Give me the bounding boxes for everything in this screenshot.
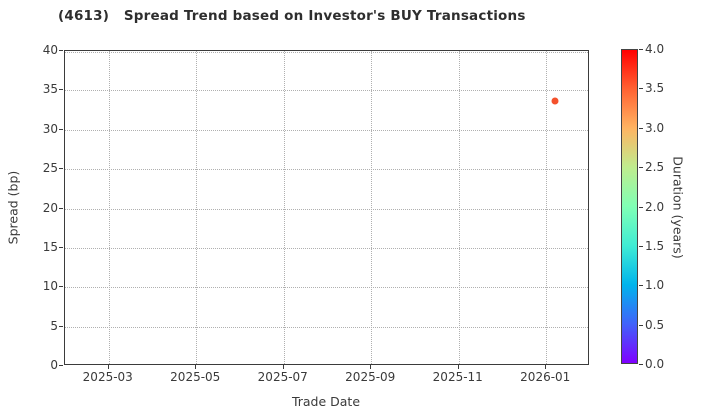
y-tick-label: 20 [42,200,58,215]
x-tick-mark [195,365,197,369]
y-gridline [65,129,588,131]
y-tick-mark [59,286,63,288]
y-tick-mark [59,89,63,91]
y-tick-label: 35 [42,82,58,97]
colorbar-tick-mark [639,88,643,90]
data-point [551,97,559,105]
x-tick-label: 2025-05 [170,370,221,384]
x-gridline [458,51,460,364]
plot-area [64,50,589,365]
y-gridline [65,90,588,92]
x-gridline [108,51,110,364]
y-axis-label: Spread (bp) [5,170,21,245]
x-gridline [546,51,548,364]
y-gridline [65,169,588,171]
y-gridline [65,247,588,249]
x-tick-label: 2025-09 [345,370,396,384]
y-tick-label: 40 [42,43,58,57]
colorbar-tick-label: 2.0 [645,199,665,214]
x-tick-label: 2025-07 [257,370,308,384]
x-gridline [283,51,285,364]
colorbar [621,49,638,364]
colorbar-tick-mark [639,49,643,50]
colorbar-tick-label: 1.5 [645,238,665,253]
y-gridline [65,287,588,289]
y-tick-label: 15 [42,239,58,254]
y-tick-label: 25 [42,161,58,176]
x-tick-label: 2025-11 [432,370,483,384]
colorbar-tick-label: 3.5 [645,81,665,96]
x-gridline [371,51,373,364]
x-tick-mark [457,365,459,369]
colorbar-tick-mark [639,206,643,208]
colorbar-tick-mark [639,245,643,247]
y-tick-mark [59,246,63,248]
colorbar-tick-label: 0.0 [645,357,665,371]
x-axis-label: Trade Date [291,394,361,409]
chart-title: (4613) Spread Trend based on Investor's … [58,8,526,24]
colorbar-tick-mark [639,364,643,365]
colorbar-tick-label: 1.0 [645,278,665,293]
y-tick-label: 5 [50,318,58,333]
y-gridline [65,52,588,53]
x-gridline [196,51,198,364]
colorbar-label: Duration (years) [670,156,686,259]
y-tick-mark [59,128,63,130]
x-tick-mark [107,365,109,369]
y-tick-mark [59,325,63,327]
y-tick-label: 10 [42,279,58,294]
colorbar-tick-mark [639,127,643,129]
y-gridline [65,208,588,210]
y-tick-mark [59,207,63,209]
colorbar-tick-label: 2.5 [645,160,665,175]
y-tick-label: 0 [50,358,58,372]
x-tick-label: 2025-03 [82,370,133,384]
colorbar-tick-mark [639,285,643,287]
y-tick-mark [59,50,63,51]
colorbar-tick-label: 4.0 [645,42,665,56]
colorbar-tick-mark [639,167,643,169]
x-tick-label: 2026-01 [520,370,571,384]
y-gridline [65,326,588,328]
colorbar-tick-label: 3.0 [645,120,665,135]
colorbar-tick-label: 0.5 [645,317,665,332]
x-tick-mark [545,365,547,369]
colorbar-tick-mark [639,324,643,326]
y-tick-mark [59,365,63,366]
y-tick-mark [59,168,63,170]
x-tick-mark [282,365,284,369]
x-tick-mark [370,365,372,369]
y-tick-label: 30 [42,121,58,136]
